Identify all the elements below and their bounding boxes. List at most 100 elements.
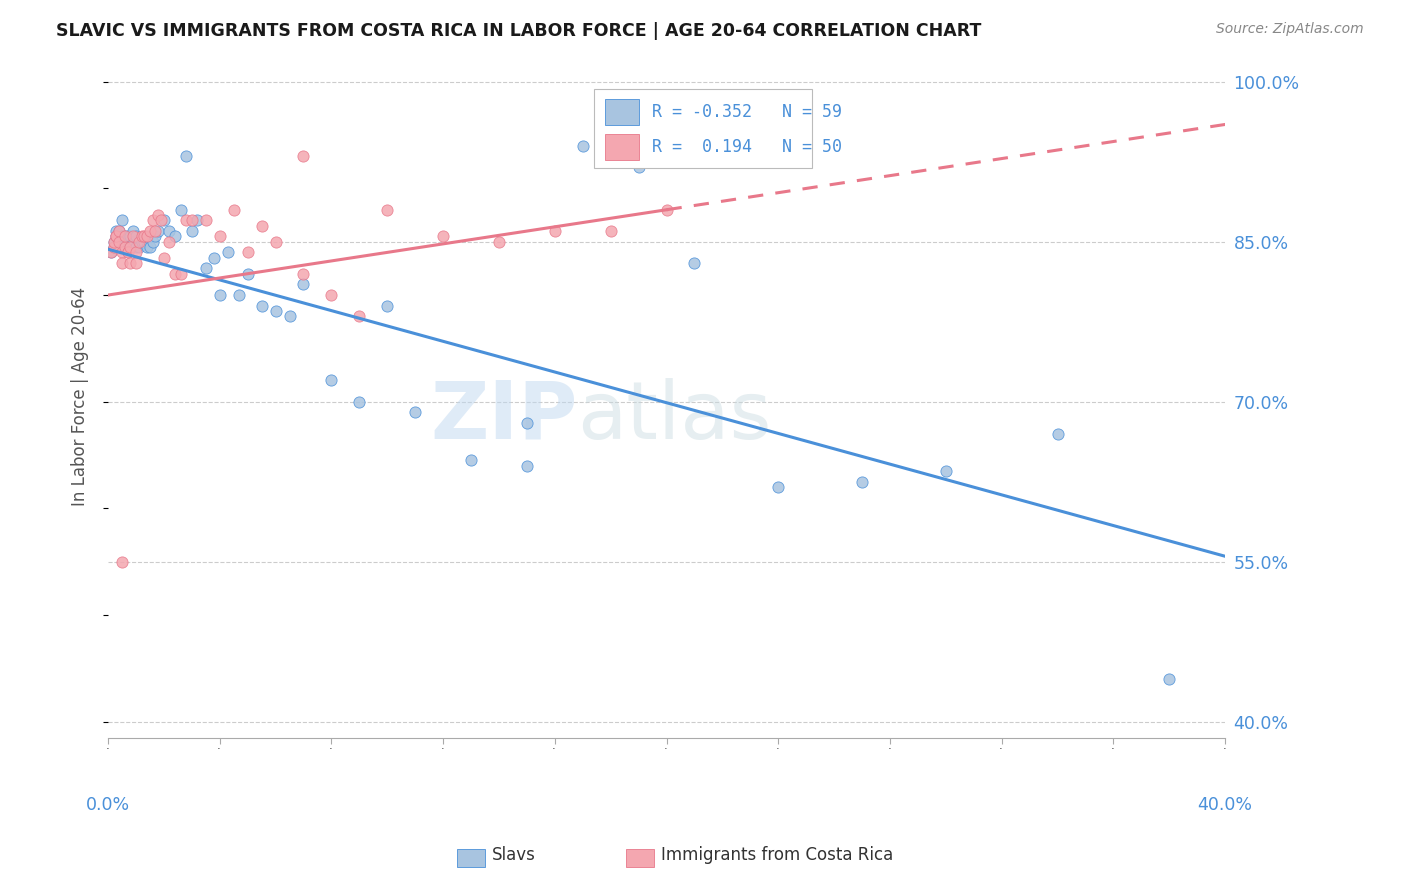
- Point: [153, 251, 176, 265]
- Point: [114, 240, 136, 254]
- Point: [432, 229, 454, 244]
- Point: [148, 208, 170, 222]
- Point: [145, 229, 167, 244]
- Text: R =  0.194   N = 50: R = 0.194 N = 50: [652, 137, 842, 155]
- Point: [131, 235, 153, 249]
- Point: [250, 219, 273, 233]
- Point: [935, 464, 957, 478]
- Point: [1159, 672, 1181, 686]
- Point: [105, 224, 128, 238]
- Point: [125, 245, 148, 260]
- Text: R = -0.352   N = 59: R = -0.352 N = 59: [652, 103, 842, 121]
- Point: [169, 202, 191, 217]
- Point: [103, 235, 125, 249]
- Point: [228, 288, 250, 302]
- Text: Immigrants from Costa Rica: Immigrants from Costa Rica: [661, 846, 893, 863]
- Point: [111, 555, 134, 569]
- Point: [103, 240, 125, 254]
- Point: [599, 224, 621, 238]
- Point: [111, 245, 134, 260]
- Point: [292, 277, 315, 292]
- Point: [134, 235, 156, 249]
- Point: [111, 256, 134, 270]
- Point: [108, 235, 131, 249]
- Point: [571, 138, 593, 153]
- Point: [349, 310, 371, 324]
- Point: [139, 224, 162, 238]
- Point: [186, 213, 208, 227]
- Point: [153, 213, 176, 227]
- Point: [222, 202, 245, 217]
- Point: [122, 235, 145, 249]
- Point: [460, 453, 482, 467]
- Point: [194, 261, 217, 276]
- Point: [264, 304, 287, 318]
- Point: [683, 256, 706, 270]
- Point: [128, 235, 150, 249]
- Point: [544, 224, 567, 238]
- Point: [236, 267, 259, 281]
- Point: [180, 213, 202, 227]
- Point: [208, 288, 231, 302]
- Point: [117, 245, 139, 260]
- Text: 40.0%: 40.0%: [1198, 797, 1253, 814]
- Point: [208, 229, 231, 244]
- Point: [114, 240, 136, 254]
- Point: [136, 240, 159, 254]
- Point: [105, 229, 128, 244]
- Point: [108, 224, 131, 238]
- Point: [159, 224, 181, 238]
- Point: [120, 229, 142, 244]
- Text: 0.0%: 0.0%: [86, 797, 129, 814]
- Point: [111, 229, 134, 244]
- Point: [321, 373, 343, 387]
- Text: Source: ZipAtlas.com: Source: ZipAtlas.com: [1216, 22, 1364, 37]
- Point: [349, 394, 371, 409]
- Point: [163, 229, 186, 244]
- Point: [321, 288, 343, 302]
- Y-axis label: In Labor Force | Age 20-64: In Labor Force | Age 20-64: [72, 286, 89, 506]
- Point: [250, 299, 273, 313]
- Point: [120, 240, 142, 254]
- Point: [136, 229, 159, 244]
- Point: [292, 267, 315, 281]
- Point: [114, 229, 136, 244]
- Point: [120, 256, 142, 270]
- Point: [120, 240, 142, 254]
- Point: [105, 229, 128, 244]
- Point: [108, 224, 131, 238]
- Point: [122, 224, 145, 238]
- Point: [1046, 426, 1069, 441]
- Point: [100, 245, 122, 260]
- Point: [150, 213, 173, 227]
- Point: [194, 213, 217, 227]
- Point: [125, 256, 148, 270]
- Point: [163, 267, 186, 281]
- Point: [655, 202, 678, 217]
- Point: [122, 229, 145, 244]
- Point: [278, 310, 301, 324]
- Point: [114, 229, 136, 244]
- Point: [145, 224, 167, 238]
- Point: [128, 240, 150, 254]
- Text: SLAVIC VS IMMIGRANTS FROM COSTA RICA IN LABOR FORCE | AGE 20-64 CORRELATION CHAR: SLAVIC VS IMMIGRANTS FROM COSTA RICA IN …: [56, 22, 981, 40]
- Point: [142, 213, 165, 227]
- Point: [202, 251, 225, 265]
- Point: [217, 245, 239, 260]
- Point: [768, 480, 790, 494]
- Point: [111, 213, 134, 227]
- Bar: [605, 134, 638, 160]
- Point: [174, 213, 197, 227]
- Point: [103, 235, 125, 249]
- Point: [131, 229, 153, 244]
- Point: [264, 235, 287, 249]
- Point: [516, 458, 538, 473]
- Point: [488, 235, 510, 249]
- Point: [159, 235, 181, 249]
- Point: [180, 224, 202, 238]
- Point: [103, 240, 125, 254]
- Point: [292, 149, 315, 163]
- Point: [108, 235, 131, 249]
- Text: Slavs: Slavs: [492, 846, 536, 863]
- Point: [100, 245, 122, 260]
